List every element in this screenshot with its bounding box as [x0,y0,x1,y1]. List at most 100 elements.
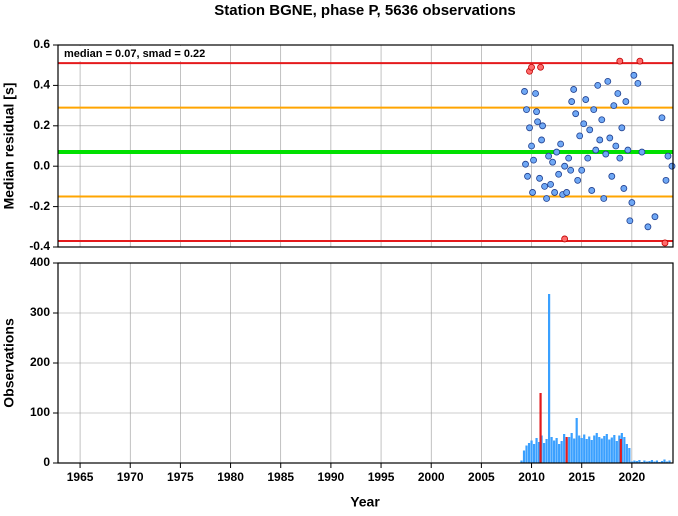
data-point [661,239,669,247]
bar [520,460,523,463]
data-point [592,146,600,154]
bar [619,439,622,463]
bar [630,461,633,463]
y-axis-label: Observations [1,318,17,408]
bar [653,461,656,463]
bar [593,435,596,463]
data-point [528,142,535,150]
y-tick-label: 0.6 [33,37,50,51]
data-point [568,98,576,105]
data-point [545,152,552,160]
bar [610,437,613,463]
data-point [610,102,618,109]
plot-area [58,45,673,247]
bar [598,437,601,463]
bar [605,434,608,463]
bar [535,438,538,463]
bar [595,433,598,463]
data-point [536,174,543,182]
bar [522,450,526,463]
y-tick-label: -0.4 [29,239,50,253]
x-tick-label: 2005 [468,470,495,484]
plot-frame [57,44,674,248]
bar [542,443,546,463]
bar [563,434,566,463]
bar [573,438,576,463]
x-tick-label: 1985 [267,470,294,484]
chart-title: Station BGNE, phase P, 5636 observations [214,2,516,19]
bar [570,433,573,463]
data-point [658,114,666,122]
data-point [622,98,630,105]
bar [550,437,553,463]
data-point [614,90,622,97]
bar [613,435,616,463]
data-point [630,71,638,79]
data-point [644,223,652,231]
bar [625,444,628,463]
bar [648,461,651,463]
bar [585,439,588,463]
data-point [532,90,539,97]
data-point [538,136,545,144]
x-tick-label: 1990 [318,470,345,484]
data-point [526,124,533,132]
annotation-box [59,46,227,61]
data-point [598,116,606,124]
bar [623,437,626,463]
bar [547,294,551,463]
bar [618,435,621,463]
bar [643,460,646,463]
bar [645,461,649,463]
data-point [561,235,569,243]
data-point [565,154,573,162]
data-point [586,126,594,134]
bar [578,435,581,463]
data-point [530,156,537,164]
y-tick-label: 0.4 [33,78,50,92]
bar [628,448,631,463]
x-axis-label: Year [350,494,380,510]
y-tick-label: 400 [30,255,50,269]
data-point [620,185,628,192]
data-point [638,148,646,156]
data-point [594,82,602,89]
bar [555,438,558,463]
data-point [524,172,531,180]
data-point [602,150,610,158]
data-point [626,217,634,225]
data-point [522,160,529,168]
bar [583,434,586,463]
y-tick-label: 0.0 [33,158,50,172]
y-tick-label: 0.2 [33,118,50,132]
data-point [533,108,540,116]
data-point [596,136,604,144]
x-tick-label: 1965 [67,470,94,484]
data-point [572,110,580,118]
data-point [616,57,624,65]
data-point [567,166,575,174]
data-point [664,152,672,160]
data-point [604,77,612,85]
bar [527,443,531,463]
data-point [628,199,636,206]
data-point [555,170,563,178]
data-point [541,182,548,190]
data-point [668,162,676,170]
y-tick-label: 200 [30,355,50,369]
data-point [534,118,541,126]
bar [560,441,563,463]
data-point [549,158,557,166]
data-point [606,134,614,142]
bar [558,444,561,463]
y-axis-label: Median residual [s] [1,83,17,210]
bar [575,418,578,463]
bar [665,461,669,463]
x-tick-label: 1970 [117,470,144,484]
data-point [651,213,659,221]
bar [539,393,542,463]
bar [532,444,536,463]
x-tick-label: 2020 [619,470,646,484]
data-point [618,124,626,132]
bar [553,440,556,463]
